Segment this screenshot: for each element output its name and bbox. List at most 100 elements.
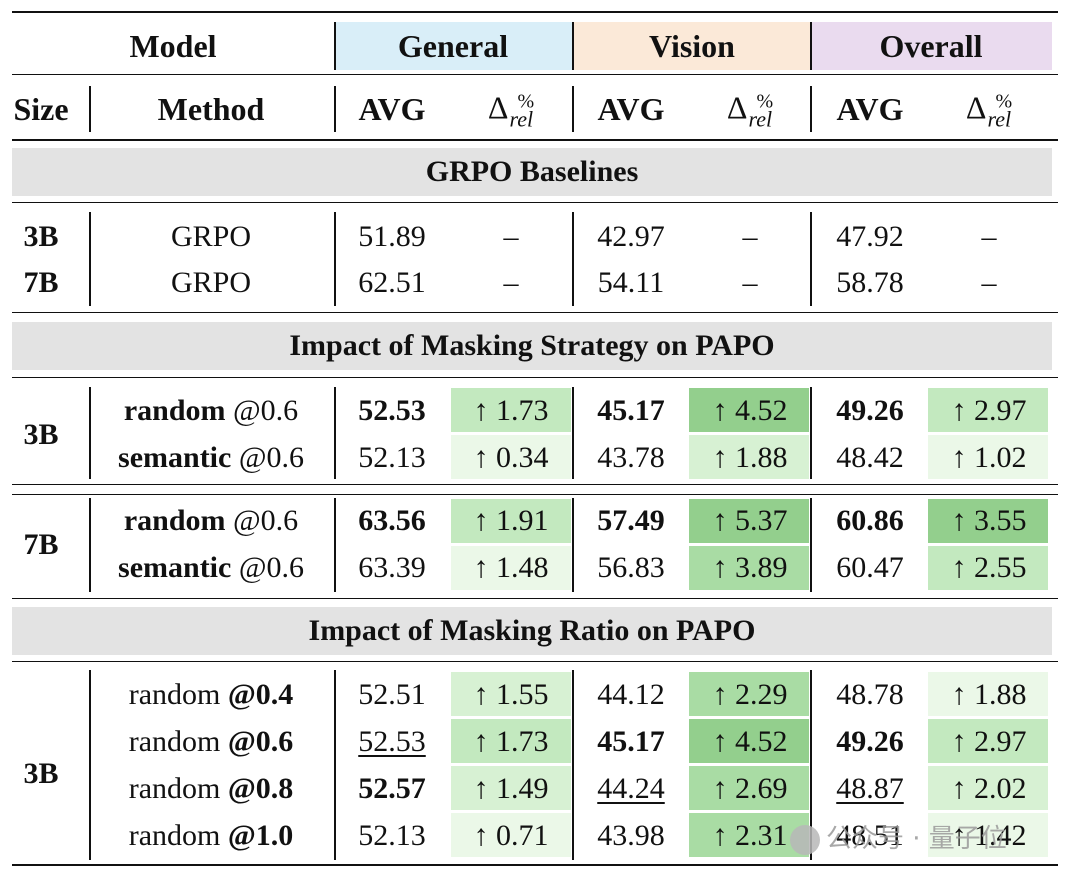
overall-avg: 60.47 (836, 551, 904, 584)
method-label: random @0.4 (128, 678, 294, 711)
general-delta: ↑ 1.49 (473, 772, 549, 805)
vrule (334, 498, 336, 592)
overall-avg: 58.78 (836, 266, 904, 299)
general-header: General (397, 28, 509, 64)
ratio-rule (12, 661, 1058, 662)
vision-avg-header: AVG (597, 91, 665, 127)
vrule (572, 212, 574, 306)
general-avg: 52.13 (358, 441, 426, 474)
vision-delta: – (742, 266, 758, 299)
general-delta: ↑ 1.73 (473, 394, 549, 427)
watermark: 公众号 · 量子位 (790, 818, 1007, 855)
vision-avg: 43.98 (597, 819, 665, 852)
delta-cell-bg (451, 388, 571, 432)
delta-cell-bg (451, 766, 571, 810)
delta-cell-bg (928, 499, 1048, 543)
vrule (89, 212, 91, 306)
delta-cell-bg (689, 546, 809, 590)
general-avg: 62.51 (358, 266, 426, 299)
size-header: Size (13, 91, 69, 127)
overall-delta: ↑ 2.02 (951, 772, 1027, 805)
vision-delta: ↑ 2.69 (712, 772, 788, 805)
size-label: 3B (23, 757, 59, 790)
general-avg: 63.56 (358, 504, 426, 537)
general-delta: ↑ 0.34 (473, 441, 549, 474)
delta-cell-bg (928, 388, 1048, 432)
method-label: random @0.6 (123, 504, 299, 537)
general-avg: 52.53 (358, 725, 426, 758)
overall-avg: 48.78 (836, 678, 904, 711)
vision-avg: 56.83 (597, 551, 665, 584)
overall-delta: ↑ 2.55 (951, 551, 1027, 584)
vision-delta: ↑ 3.89 (712, 551, 788, 584)
model-header: Model (129, 28, 217, 64)
delta-cell-bg (928, 435, 1048, 479)
delta-cell-bg (451, 499, 571, 543)
delta-cell-bg (689, 813, 809, 857)
overall-avg: 48.42 (836, 441, 904, 474)
overall-delta: – (981, 220, 997, 253)
vision-delta: ↑ 4.52 (712, 725, 788, 758)
baselines-rule (12, 202, 1058, 203)
method-label: random @1.0 (128, 819, 294, 852)
vrule (572, 387, 574, 479)
vrule (89, 670, 91, 860)
method-label: GRPO (170, 266, 252, 299)
method-header: Method (157, 91, 265, 127)
header-mid-rule (12, 74, 1058, 75)
method-label: random @0.8 (128, 772, 294, 805)
method-label: semantic @0.6 (118, 551, 304, 584)
general-avg: 52.53 (358, 394, 426, 427)
vision-delta: – (742, 220, 758, 253)
delta-cell-bg (689, 499, 809, 543)
vrule (810, 498, 812, 592)
top-rule (12, 11, 1058, 13)
vrule (810, 86, 812, 132)
delta-cell-bg (928, 546, 1048, 590)
delta-cell-bg (689, 388, 809, 432)
delta-cell-bg (928, 672, 1048, 716)
strategy-end-rule (12, 598, 1058, 599)
size-label: 7B (23, 528, 59, 561)
vision-avg: 44.12 (597, 678, 665, 711)
strategy-rule (12, 377, 1058, 378)
overall-delta-header: Δ% rel (965, 89, 1013, 132)
overall-avg: 48.87 (836, 772, 904, 805)
header-bottom-rule (12, 139, 1058, 141)
overall-avg-header: AVG (836, 91, 904, 127)
vision-delta-header: Δ% rel (726, 89, 774, 132)
overall-avg: 49.26 (836, 725, 904, 758)
vrule (572, 498, 574, 592)
vrule (89, 498, 91, 592)
delta-cell-bg (689, 435, 809, 479)
size-label: 7B (23, 266, 59, 299)
overall-avg: 47.92 (836, 220, 904, 253)
bottom-rule (12, 864, 1058, 866)
overall-avg: 49.26 (836, 394, 904, 427)
delta-cell-bg (451, 672, 571, 716)
section-grpo-baselines: GRPO Baselines (12, 148, 1052, 196)
delta-cell-bg (689, 719, 809, 763)
overall-delta: ↑ 1.42 (951, 819, 1027, 852)
general-group-band (336, 22, 572, 70)
vision-avg: 54.11 (597, 266, 665, 299)
vision-delta: ↑ 1.88 (712, 441, 788, 474)
general-delta-header: Δ% rel (487, 89, 535, 132)
general-avg-header: AVG (358, 91, 426, 127)
vision-avg: 42.97 (597, 220, 665, 253)
delta-cell-bg (451, 719, 571, 763)
delta-cell-bg (451, 435, 571, 479)
overall-delta: – (981, 266, 997, 299)
general-avg: 51.89 (358, 220, 426, 253)
size-label: 3B (23, 418, 59, 451)
vision-avg: 45.17 (597, 725, 665, 758)
baselines-end-rule (12, 312, 1058, 313)
section-masking-ratio: Impact of Masking Ratio on PAPO (12, 607, 1052, 655)
general-avg: 52.13 (358, 819, 426, 852)
delta-cell-bg (689, 672, 809, 716)
vrule (334, 22, 336, 70)
vrule (572, 86, 574, 132)
vrule (334, 670, 336, 860)
method-label: semantic @0.6 (118, 441, 304, 474)
